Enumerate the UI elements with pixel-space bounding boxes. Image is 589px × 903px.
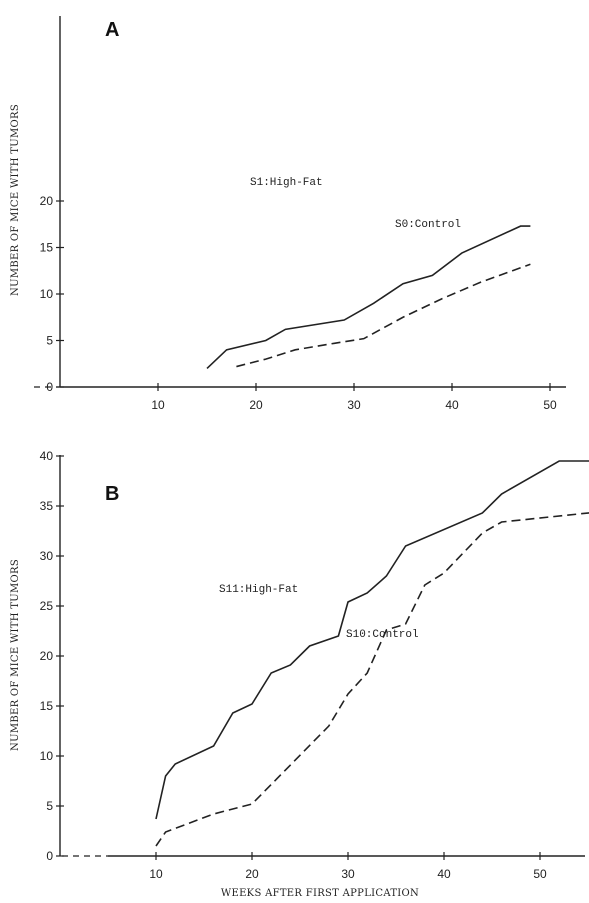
y-tick-label: 10 (40, 287, 54, 301)
series-line-control (236, 263, 531, 368)
series-label: S10:Control (346, 629, 419, 641)
y-tick-label: 5 (46, 334, 53, 348)
y-tick-label: 0 (46, 849, 53, 863)
x-tick-label: 30 (341, 867, 355, 881)
y-tick-label: 25 (40, 599, 54, 613)
series-label: S1:High-Fat (250, 177, 323, 189)
x-tick-label: 50 (533, 867, 547, 881)
y-tick-label: 10 (40, 749, 54, 763)
series-line-control (155, 512, 589, 847)
x-tick-label: 50 (543, 398, 557, 412)
y-tick-label: 30 (40, 549, 54, 563)
y-tick-label: 40 (40, 449, 54, 463)
y-axis-title: NUMBER OF MICE WITH TUMORS (10, 559, 21, 751)
x-tick-label: 20 (249, 398, 263, 412)
y-tick-label: 15 (40, 241, 54, 255)
x-axis-title: WEEKS AFTER FIRST APPLICATION (221, 888, 419, 899)
series-label: S11:High-Fat (219, 584, 298, 596)
panel-label: B (105, 483, 119, 505)
x-tick-label: 10 (149, 867, 163, 881)
x-tick-label: 10 (151, 398, 165, 412)
x-tick-label: 40 (445, 398, 459, 412)
x-tick-label: 40 (437, 867, 451, 881)
y-tick-label: 20 (40, 194, 54, 208)
x-tick-label: 30 (347, 398, 361, 412)
y-tick-label: 0 (46, 380, 53, 394)
y-tick-label: 5 (46, 799, 53, 813)
x-tick-label: 20 (245, 867, 259, 881)
y-tick-label: 20 (40, 649, 54, 663)
panel-label: A (105, 19, 119, 41)
series-line-high-fat (155, 460, 589, 820)
y-axis-title: NUMBER OF MICE WITH TUMORS (10, 104, 21, 296)
y-tick-label: 35 (40, 499, 54, 513)
series-label: S0:Control (395, 219, 461, 231)
y-tick-label: 15 (40, 699, 54, 713)
series-line-high-fat (206, 225, 531, 369)
